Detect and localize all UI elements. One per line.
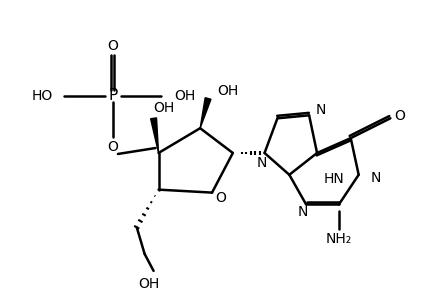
Text: N: N [316, 103, 327, 117]
Text: OH: OH [153, 101, 174, 115]
Polygon shape [151, 118, 159, 153]
Text: OH: OH [138, 277, 159, 291]
Text: P: P [108, 88, 118, 103]
Text: HO: HO [31, 88, 53, 103]
Text: N: N [256, 156, 267, 170]
Text: N: N [298, 205, 308, 219]
Polygon shape [200, 98, 211, 128]
Text: NH₂: NH₂ [326, 232, 352, 246]
Text: HN: HN [324, 172, 345, 186]
Text: O: O [108, 39, 118, 53]
Text: OH: OH [217, 84, 238, 98]
Text: O: O [394, 109, 405, 123]
Text: N: N [371, 171, 381, 185]
Text: OH: OH [175, 88, 196, 103]
Text: O: O [108, 140, 118, 154]
Text: O: O [216, 191, 226, 205]
